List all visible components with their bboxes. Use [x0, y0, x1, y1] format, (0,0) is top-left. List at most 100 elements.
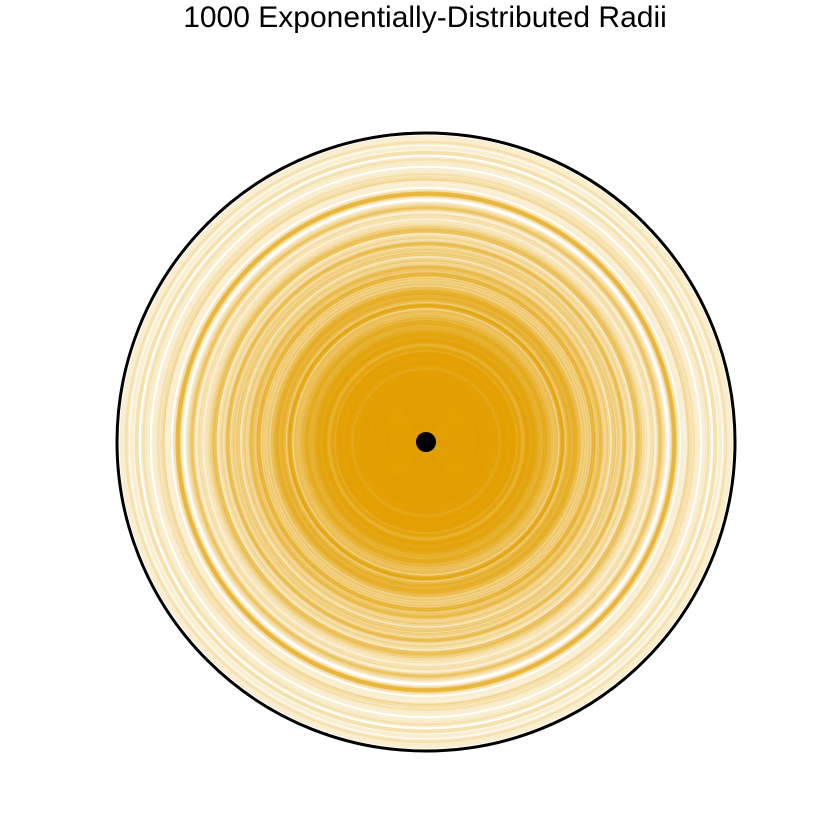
radius-ring: [403, 419, 449, 465]
radius-ring: [413, 429, 439, 455]
radius-ring: [361, 377, 491, 507]
radius-ring: [408, 424, 444, 460]
radius-ring: [387, 403, 465, 481]
radius-ring: [242, 258, 610, 626]
radius-ring: [362, 378, 490, 506]
radius-ring: [384, 400, 468, 484]
radius-ring: [322, 338, 530, 546]
radius-ring: [407, 423, 445, 461]
radius-ring: [410, 426, 442, 458]
radius-ring: [392, 408, 460, 476]
radius-ring: [363, 379, 489, 505]
radius-ring: [399, 415, 453, 469]
radius-ring: [380, 396, 472, 488]
radius-ring: [408, 424, 444, 460]
radius-ring: [399, 415, 453, 469]
radius-ring: [372, 388, 480, 496]
radius-ring: [408, 424, 444, 460]
radius-ring: [392, 408, 460, 476]
radius-ring: [316, 332, 536, 552]
radius-ring: [394, 410, 458, 474]
radius-ring: [287, 303, 565, 581]
radius-ring: [373, 389, 479, 495]
radius-ring: [400, 416, 452, 468]
radius-ring: [365, 381, 487, 503]
radius-ring: [339, 355, 513, 529]
radius-ring: [379, 395, 473, 489]
radius-ring: [385, 401, 467, 483]
radius-ring: [176, 192, 676, 692]
radius-ring: [412, 428, 440, 456]
radius-ring: [129, 145, 723, 739]
radius-ring: [371, 387, 481, 497]
radius-ring: [396, 412, 456, 472]
radius-ring: [411, 427, 441, 457]
radius-ring: [405, 421, 447, 463]
radius-ring: [370, 386, 482, 498]
radius-ring: [375, 391, 477, 493]
radius-ring: [405, 421, 447, 463]
radius-ring: [332, 348, 520, 536]
radius-ring: [372, 388, 480, 496]
radius-ring: [411, 427, 441, 457]
radius-ring: [307, 323, 545, 561]
radius-ring: [288, 304, 564, 580]
radius-ring: [320, 336, 532, 548]
center-point: [416, 432, 436, 452]
radius-ring: [407, 423, 445, 461]
radius-ring: [398, 414, 454, 470]
radius-ring: [353, 369, 499, 515]
radius-ring: [410, 426, 442, 458]
radius-ring: [357, 373, 495, 511]
radius-ring: [356, 372, 496, 512]
radius-ring: [360, 376, 492, 508]
radius-ring: [362, 378, 490, 506]
radius-ring: [305, 321, 547, 563]
radius-ring: [383, 399, 469, 485]
radius-ring: [277, 293, 575, 591]
radius-ring: [353, 369, 499, 515]
radius-ring: [374, 390, 478, 494]
radius-ring: [398, 414, 454, 470]
radius-ring: [123, 139, 729, 745]
radius-ring: [282, 298, 570, 586]
radius-ring: [330, 346, 522, 538]
radius-ring: [408, 424, 444, 460]
radius-ring: [401, 417, 451, 467]
radius-ring: [375, 391, 477, 493]
radius-ring: [394, 410, 458, 474]
radius-ring: [256, 272, 596, 612]
radius-ring: [315, 331, 537, 553]
radius-ring: [325, 341, 527, 543]
radius-ring: [368, 384, 484, 500]
radius-ring: [401, 417, 451, 467]
radius-ring: [367, 383, 485, 501]
radius-ring: [309, 325, 543, 559]
radius-ring: [278, 294, 574, 590]
radius-ring: [385, 401, 467, 483]
radius-ring: [395, 411, 457, 473]
radius-ring: [412, 428, 440, 456]
radius-ring: [330, 346, 522, 538]
radius-ring: [337, 353, 515, 531]
radius-ring: [370, 386, 482, 498]
radius-ring: [379, 395, 473, 489]
radius-ring: [409, 425, 443, 459]
radius-ring: [341, 357, 511, 527]
radius-ring: [386, 402, 466, 482]
radius-ring: [399, 415, 453, 469]
radius-ring: [383, 399, 469, 485]
radius-ring: [385, 401, 467, 483]
radius-ring: [396, 412, 456, 472]
radius-ring: [387, 403, 465, 481]
radius-ring: [388, 404, 464, 480]
radius-ring: [377, 393, 475, 491]
radius-ring: [326, 342, 526, 542]
radius-ring: [385, 401, 467, 483]
radius-ring: [177, 193, 675, 691]
radius-ring: [208, 224, 644, 660]
radius-ring: [320, 336, 532, 548]
radius-ring: [395, 411, 457, 473]
radius-ring: [359, 375, 493, 509]
radius-ring: [396, 412, 456, 472]
